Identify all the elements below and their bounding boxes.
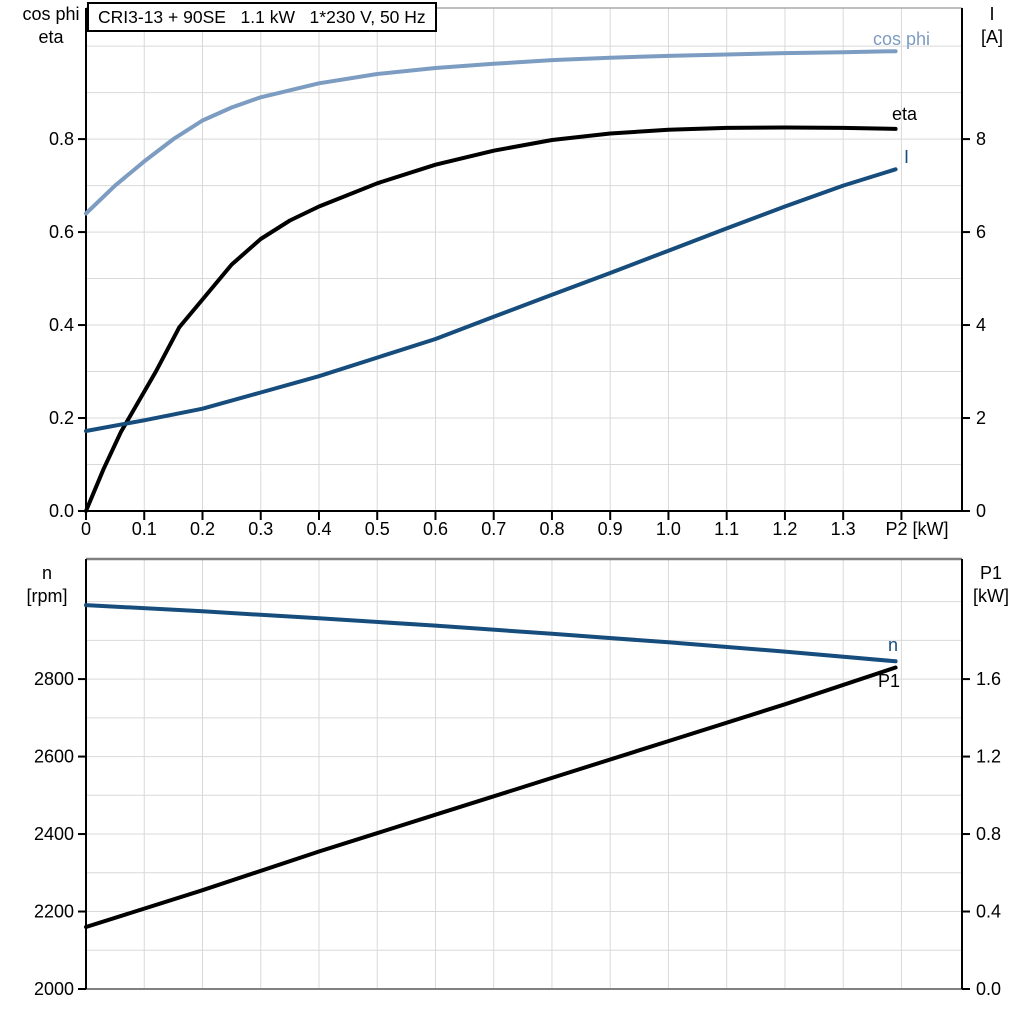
left-tick-label: 0.6 xyxy=(49,222,74,242)
x-axis-title: P2 [kW] xyxy=(885,519,948,539)
curve-label-cos-phi: cos phi xyxy=(873,29,930,49)
left-tick-label: 0.0 xyxy=(49,501,74,521)
curve-label-n: n xyxy=(888,635,898,655)
chart-title: CRI3-13 + 90SE 1.1 kW 1*230 V, 50 Hz xyxy=(87,2,437,32)
plot-frame xyxy=(85,7,963,512)
left-tick-label: 2800 xyxy=(34,669,74,689)
right-tick-label: 0 xyxy=(976,501,986,521)
speed-axis-label: n xyxy=(41,563,52,583)
left-tick-label: 2200 xyxy=(34,902,74,922)
current-axis-label: I xyxy=(989,4,995,24)
x-tick-label: 1.1 xyxy=(714,519,739,539)
rpm-unit-label: [rpm] xyxy=(26,586,68,606)
left-tick-label: 0.2 xyxy=(49,408,74,428)
curve-n xyxy=(84,603,898,664)
right-axis-ticks: 0.0 0.4 0.8 1.2 1.6 xyxy=(962,669,1001,999)
bottom-right-axis-caption: P1 [kW] xyxy=(962,562,1020,608)
right-tick-label: 0.4 xyxy=(976,902,1001,922)
right-tick-label: 1.2 xyxy=(976,747,1001,767)
x-tick-label: 0.9 xyxy=(598,519,623,539)
gridlines xyxy=(86,8,962,511)
right-tick-label: 2 xyxy=(976,408,986,428)
curve-label-eta: eta xyxy=(892,104,918,124)
bottom-left-axis-caption: n [rpm] xyxy=(8,562,86,608)
left-tick-label: 0.4 xyxy=(49,315,74,335)
x-tick-label: 0.3 xyxy=(248,519,273,539)
bottom-chart: 2000 2200 2400 2600 2800 0.0 0.4 0.8 1.2 1.6 n P1 xyxy=(34,557,1001,999)
x-tick-label: 0.7 xyxy=(481,519,506,539)
curve-label-i: I xyxy=(904,147,909,167)
cos-phi-axis-label: cos phi xyxy=(22,4,80,24)
p1-axis-label: P1 xyxy=(979,563,1003,583)
x-tick-label: 0.4 xyxy=(306,519,331,539)
left-tick-label: 0.8 xyxy=(49,129,74,149)
top-right-axis-caption: I [A] xyxy=(963,3,1021,49)
right-tick-label: 1.6 xyxy=(976,669,1001,689)
right-tick-label: 0.8 xyxy=(976,824,1001,844)
left-tick-label: 2000 xyxy=(34,979,74,999)
right-tick-label: 8 xyxy=(976,129,986,149)
x-tick-label: 1.3 xyxy=(831,519,856,539)
x-tick-label: 1.2 xyxy=(772,519,797,539)
left-tick-label: 2400 xyxy=(34,824,74,844)
top-left-axis-caption: cos phi eta xyxy=(12,3,90,49)
right-tick-label: 4 xyxy=(976,315,986,335)
x-tick-label: 0.1 xyxy=(132,519,157,539)
left-axis-ticks: 0.0 0.2 0.4 0.6 0.8 xyxy=(49,129,86,521)
curve-p1 xyxy=(84,665,898,929)
eta-axis-label: eta xyxy=(38,27,64,47)
right-axis-ticks: 0 2 4 6 8 xyxy=(962,129,986,521)
x-tick-label: 0.5 xyxy=(365,519,390,539)
right-tick-label: 6 xyxy=(976,222,986,242)
ampere-unit-label: [A] xyxy=(980,27,1003,47)
left-axis-ticks: 2000 2200 2400 2600 2800 xyxy=(34,669,86,999)
curve-eta xyxy=(84,125,898,513)
plot-frame xyxy=(85,557,963,990)
gridlines xyxy=(86,559,962,989)
curve-cos-phi xyxy=(84,49,898,216)
x-tick-label: 0.6 xyxy=(423,519,448,539)
left-tick-label: 2600 xyxy=(34,747,74,767)
x-tick-label: 0.2 xyxy=(190,519,215,539)
x-tick-label: 1.0 xyxy=(656,519,681,539)
x-tick-label: 0 xyxy=(81,519,91,539)
curve-i xyxy=(84,167,898,433)
kw-unit-label: [kW] xyxy=(973,586,1009,606)
x-tick-label: 0.8 xyxy=(539,519,564,539)
right-tick-label: 0.0 xyxy=(976,979,1001,999)
x-axis-ticks: 0 0.1 0.2 0.3 0.4 0.5 0.6 0.7 0.8 0.9 1.0 1.1 1.2 1.3… xyxy=(81,511,949,539)
curve-label-p1: P1 xyxy=(878,671,900,691)
